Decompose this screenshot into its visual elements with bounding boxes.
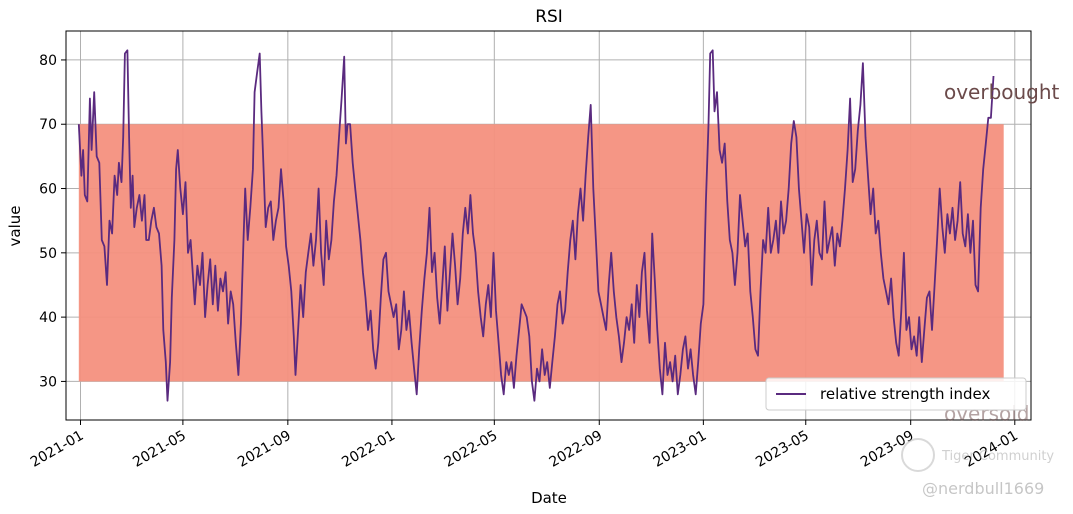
- x-tick-label: 2023-05: [753, 428, 812, 471]
- legend-box: [765, 377, 1027, 411]
- x-axis-label: Date: [531, 489, 567, 507]
- y-tick-label: 80: [39, 53, 57, 69]
- series-line-rsi: [77, 49, 995, 402]
- annotation-overbought: overbought: [944, 80, 1060, 104]
- x-axis-ticks: 2021-01 2021-05 2021-09 2022-01 2022-05 2022-…: [28, 420, 1021, 471]
- watermark-handle: @nerdbull1669: [922, 479, 1044, 498]
- legend: relative strength index: [765, 377, 1027, 411]
- x-tick-label: 2021-05: [130, 428, 189, 471]
- y-tick-label: 60: [39, 182, 57, 198]
- y-tick-label: 50: [39, 246, 57, 262]
- x-tick-label: 2021-09: [235, 428, 294, 471]
- tiger-logo-icon: [901, 438, 935, 472]
- legend-label: relative strength index: [820, 385, 990, 403]
- series-layer: [77, 49, 995, 402]
- watermark-brand: Tiger Community: [941, 449, 1054, 464]
- rsi-band: [78, 124, 1004, 382]
- y-tick-label: 70: [39, 117, 57, 133]
- x-tick-label: 2023-01: [651, 428, 710, 471]
- plot-frame: [65, 30, 1032, 421]
- y-tick-label: 30: [39, 374, 57, 390]
- x-tick-label: 2021-01: [28, 428, 87, 471]
- x-tick-label: 2023-09: [858, 428, 917, 471]
- x-tick-label: 2022-05: [442, 428, 501, 471]
- x-tick-label: 2022-01: [339, 428, 398, 471]
- y-axis-ticks: 30 40 50 60 70 80: [39, 53, 66, 390]
- y-axis-label: value: [6, 206, 24, 247]
- watermark: Tiger Community @nerdbull1669: [901, 438, 1054, 498]
- y-tick-label: 40: [39, 310, 57, 326]
- x-tick-label: 2022-09: [547, 428, 606, 471]
- chart-title: RSI: [535, 7, 563, 27]
